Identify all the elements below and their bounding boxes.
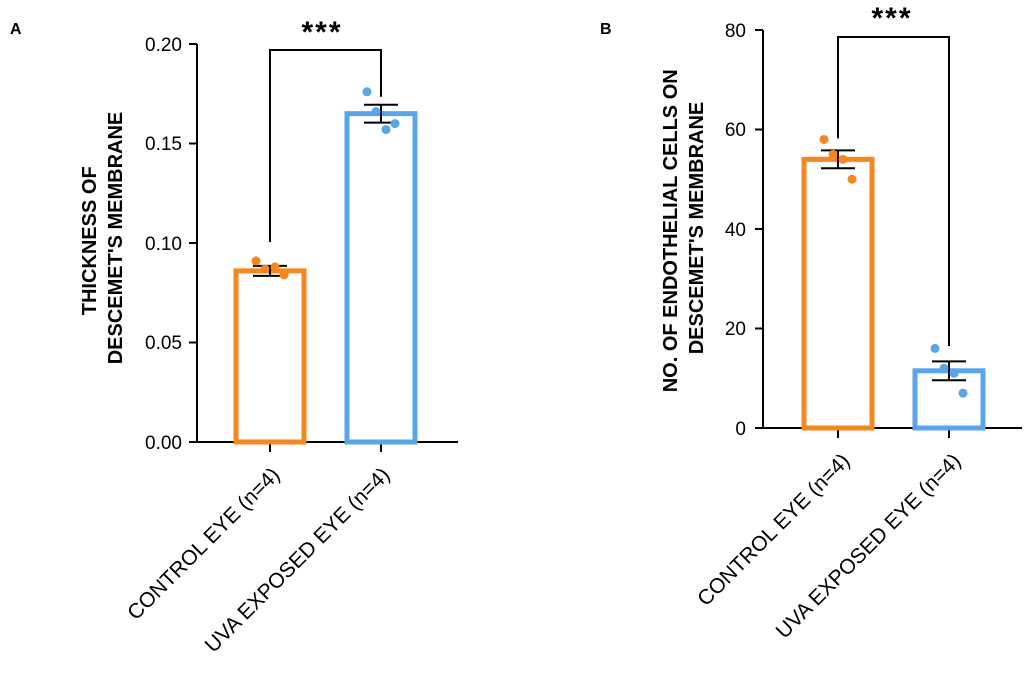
y-tick-labels-b: 0 20 40 60 80 [725,21,746,440]
y-tick-label-a-0: 0.00 [145,433,182,454]
data-point-a-0-3 [279,270,289,280]
data-point-a-1-1 [371,107,381,117]
panel-letter-a: A [10,21,22,38]
plot-area-b [755,29,1022,438]
data-point-b-0-1 [828,149,838,159]
y-tick-label-b-0: 0 [735,419,746,440]
y-tick-label-b-4: 80 [725,21,746,42]
significance-label-a: *** [301,16,342,49]
data-point-a-0-0 [251,256,261,266]
bar-a-0 [233,268,307,445]
data-point-b-0-0 [819,134,829,144]
y-tick-label-b-3: 60 [725,120,746,141]
y-axis-label-b-line1: NO. OF ENDOTHELIAL CELLS ON [660,69,682,392]
y-axis-label-a-line1: THICKNESS OF [79,166,101,315]
data-point-b-0-3 [847,174,857,184]
data-point-b-1-3 [958,388,968,398]
x-category-label-b-1: UVA EXPOSED EYE (n=4) [772,449,966,643]
y-tick-labels-a: 0.00 0.05 0.10 0.15 0.20 [145,35,182,454]
significance-bracket-a [269,49,382,242]
data-point-a-1-2 [381,125,391,135]
panel-a: A THICKNESS OF DESCEMET'S MEMBRANE 0.00 … [10,16,458,657]
y-tick-label-a-4: 0.20 [145,35,182,56]
data-point-b-1-1 [939,363,949,373]
significance-bracket-b [837,36,950,346]
data-point-b-1-0 [930,343,940,353]
y-tick-label-a-1: 0.05 [145,333,182,354]
y-tick-label-b-2: 40 [725,220,746,241]
y-tick-label-a-2: 0.10 [145,234,182,255]
data-point-a-0-2 [270,262,280,272]
bar-b-0 [801,156,875,431]
y-axis-label-b-line2: DESCEMET'S MEMBRANE [686,102,708,355]
data-point-a-0-1 [260,264,270,274]
plot-area-a [189,43,458,452]
x-category-label-a-1: UVA EXPOSED EYE (n=4) [201,463,395,657]
y-axis-label-a: THICKNESS OF DESCEMET'S MEMBRANE [79,112,127,365]
y-tick-label-a-3: 0.15 [145,134,182,155]
panel-letter-b: B [600,21,612,38]
bar-a-1 [344,111,418,445]
y-axis-label-b: NO. OF ENDOTHELIAL CELLS ON DESCEMET'S M… [660,64,708,393]
data-point-b-0-2 [838,154,848,164]
data-point-b-1-2 [949,368,959,378]
data-point-a-1-3 [390,119,400,129]
y-axis-label-a-line2: DESCEMET'S MEMBRANE [105,112,127,365]
panel-b: B NO. OF ENDOTHELIAL CELLS ON DESCEMET'S… [600,2,1022,643]
significance-label-b: *** [871,2,912,35]
y-tick-label-b-1: 20 [725,319,746,340]
data-point-a-1-0 [362,87,372,97]
